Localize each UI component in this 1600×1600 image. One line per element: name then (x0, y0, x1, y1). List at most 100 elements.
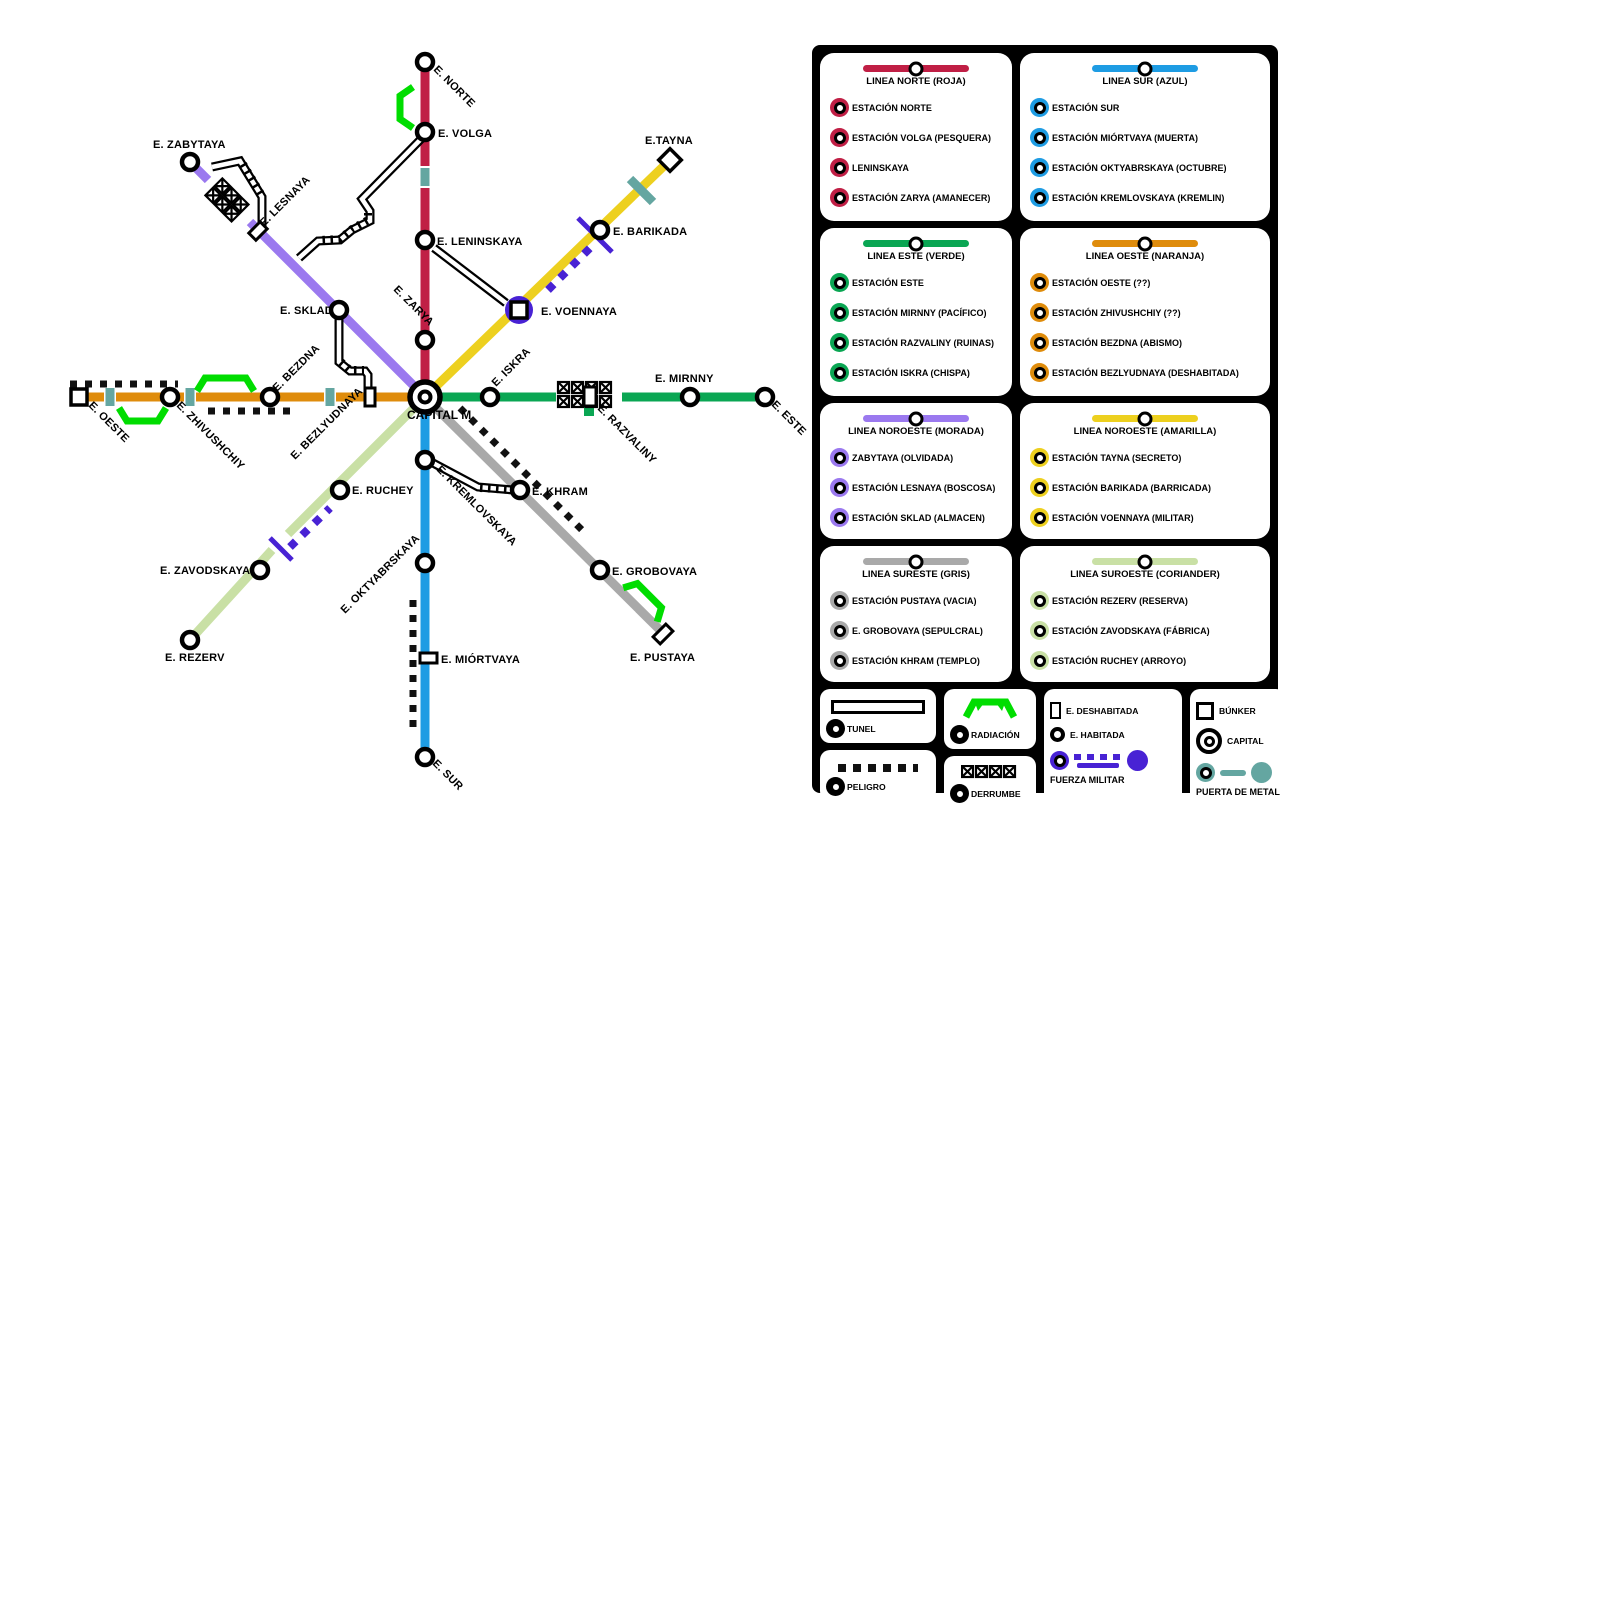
metro-map: E. NORTE E. VOLGA E. LENINSKAYA E. ZARYA… (69, 51, 808, 793)
station-bullet (830, 158, 849, 177)
station-bullet (1030, 508, 1049, 527)
label-pustaya: E. PUSTAYA (630, 652, 695, 664)
legend-station-row: ZABYTAYA (OLVIDADA) (830, 448, 1002, 467)
legend-card-linea-sur: LINEA SUR (AZUL) ESTACIÓN SUR ESTACIÓN M… (1020, 53, 1270, 221)
fuerza-militar-icons (1050, 750, 1176, 771)
puerta-label: PUERTA DE METAL (1196, 787, 1280, 797)
puerta-bar-icon (1220, 769, 1246, 776)
legend-card-linea-noroeste: LINEA NOROESTE (MORADA) ZABYTAYA (OLVIDA… (820, 403, 1012, 539)
station-bullet (830, 128, 849, 147)
legend-line-title: LINEA SUR (AZUL) (1102, 76, 1188, 87)
station-pustaya (650, 621, 676, 647)
legend-line-title: LINEA SURESTE (GRIS) (862, 569, 970, 580)
legend-station-row: ESTACIÓN OKTYABRSKAYA (OCTUBRE) (1030, 158, 1260, 177)
line-sureste-gris (421, 393, 666, 636)
swatch-station-dot (908, 554, 924, 569)
legend-station-row: ESTACIÓN BARIKADA (BARRICADA) (1030, 478, 1260, 497)
station-zabytaya (179, 151, 201, 173)
puerta-circle-icon (1251, 762, 1272, 783)
station-kremlovskaya (414, 449, 436, 471)
legend-station-row: ESTACIÓN NORTE (830, 98, 1002, 117)
station-bullet (830, 448, 849, 467)
station-bullet (1030, 158, 1049, 177)
puerta-station-bullet (1196, 763, 1215, 782)
legend-tunel: TUNEL (820, 689, 936, 743)
tunnels (211, 133, 514, 495)
station-bullet (1030, 128, 1049, 147)
station-rezerv (179, 629, 201, 651)
legend-card-linea-suroeste: LINEA SUROESTE (CORIANDER) ESTACIÓN REZE… (1020, 546, 1270, 682)
bunker-icon (1196, 702, 1214, 720)
label-rezerv: E. REZERV (165, 652, 225, 664)
station-mirnny (679, 386, 701, 408)
metal-gate-marks (105, 168, 657, 406)
station-bullet (830, 651, 849, 670)
station-bullet (1030, 98, 1049, 117)
legend-line-title: LINEA SUROESTE (CORIANDER) (1070, 569, 1220, 580)
station-bullet (1030, 651, 1049, 670)
legend-station-row: ESTACIÓN BEZDNA (ABISMO) (1030, 333, 1260, 352)
station-sur (414, 746, 436, 768)
legend-card-linea-amarilla: LINEA NOROESTE (AMARILLA) ESTACIÓN TAYNA… (1020, 403, 1270, 539)
line-swatch-noroeste (863, 411, 969, 426)
station-sklad (328, 299, 350, 321)
line-swatch-este (863, 236, 969, 251)
label-bezdna: E. BEZDNA (271, 342, 323, 394)
station-bullet (1030, 303, 1049, 322)
station-oktyabrskaya (414, 552, 436, 574)
legend-station-row: ESTACIÓN MIÓRTVAYA (MUERTA) (1030, 128, 1260, 147)
legend-station-row: ESTACIÓN ESTE (830, 273, 1002, 292)
station-bullet (830, 478, 849, 497)
fuerza-circle-icon (1127, 750, 1148, 771)
line-noreste-amarilla (421, 158, 672, 401)
swatch-station-dot (1137, 236, 1153, 251)
legend-station-row: ESTACIÓN BEZLYUDNAYA (DESHABITADA) (1030, 363, 1260, 382)
legend-panel: LINEA NORTE (ROJA) ESTACIÓN NORTE ESTACI… (812, 45, 1286, 808)
station-grobovaya (589, 559, 611, 581)
swatch-station-dot (1137, 411, 1153, 426)
swatch-station-dot (908, 61, 924, 76)
legend-station-row: ESTACIÓN KREMLOVSKAYA (KREMLIN) (1030, 188, 1260, 207)
radiation-marks (116, 84, 666, 623)
label-tayna: E.TAYNA (645, 135, 693, 147)
station-bullet (1030, 363, 1049, 382)
station-bullet (830, 621, 849, 640)
label-sklad: E. SKLAD (280, 305, 333, 317)
station-ruchey (329, 479, 351, 501)
legend-derrumbe: DERRUMBE (944, 756, 1036, 808)
peligro-marks (70, 380, 588, 728)
label-miortvaya: E. MIÓRTVAYA (441, 653, 520, 666)
label-sur: E. SUR (430, 758, 465, 793)
station-bullet (830, 273, 849, 292)
line-swatch-sur (1092, 61, 1198, 76)
habitada-icon (1050, 727, 1065, 742)
label-ruchey: E. RUCHEY (352, 485, 414, 497)
legend-card-linea-sureste: LINEA SURESTE (GRIS) ESTACIÓN PUSTAYA (V… (820, 546, 1012, 682)
line-swatch-norte (863, 61, 969, 76)
station-bullet (826, 719, 845, 738)
deshabitada-icon (1050, 702, 1061, 719)
bunker-tayna (656, 146, 684, 174)
legend-station-row: ESTACIÓN RUCHEY (ARROYO) (1030, 651, 1260, 670)
legend-line-title: LINEA ESTE (VERDE) (867, 251, 965, 262)
legend-line-title: LINEA NOROESTE (MORADA) (848, 426, 984, 437)
station-bullet (830, 591, 849, 610)
station-bullet (830, 508, 849, 527)
legend-station-row: ESTACIÓN PUSTAYA (VACIA) (830, 591, 1002, 610)
station-norte (414, 51, 436, 73)
station-bullet (950, 784, 969, 803)
peligro-icon (838, 764, 918, 772)
bunker-oeste (69, 387, 89, 407)
legend-station-row: ESTACIÓN RAZVALINY (RUINAS) (830, 333, 1002, 352)
legend-estados: E. DESHABITADA E. HABITADA FUERZA MILITA… (1044, 689, 1182, 808)
station-zhivushchiy (159, 386, 181, 408)
line-swatch-oeste (1092, 236, 1198, 251)
station-bullet (830, 363, 849, 382)
station-bullet (830, 98, 849, 117)
legend-station-row: ESTACIÓN ZAVODSKAYA (FÁBRICA) (1030, 621, 1260, 640)
radiacion-icon (962, 698, 1018, 719)
station-barikada (589, 219, 611, 241)
label-capital: CAPITAL M (407, 408, 471, 422)
station-bullet (1030, 621, 1049, 640)
legend-station-row: ESTACIÓN REZERV (RESERVA) (1030, 591, 1260, 610)
